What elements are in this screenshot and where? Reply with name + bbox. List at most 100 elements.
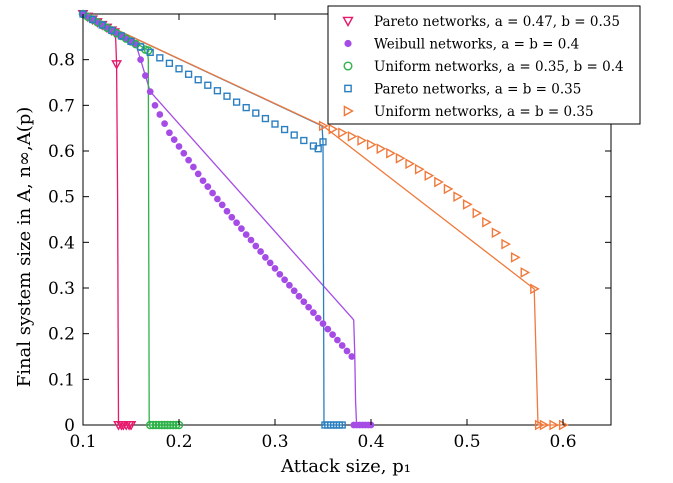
legend-marker-1 (342, 16, 354, 27)
data-point (252, 109, 260, 117)
data-point (343, 347, 351, 355)
data-point (185, 156, 192, 164)
data-point (549, 419, 560, 431)
data-point (156, 54, 164, 62)
y-tick-label: 0.5 (48, 188, 75, 208)
data-point (286, 281, 293, 289)
data-point (151, 101, 159, 109)
data-point (108, 26, 116, 35)
legend-label-2: Weibull networks, a = b = 0.4 (374, 37, 579, 53)
data-point (199, 177, 207, 185)
y-tick-label: 0.1 (48, 370, 75, 390)
data-point (281, 276, 288, 284)
series-line-3 (82, 13, 179, 426)
data-point (328, 123, 339, 135)
series-line-1 (82, 13, 131, 426)
data-point (156, 111, 164, 118)
data-point (462, 199, 473, 210)
data-point (414, 163, 425, 175)
data-point (111, 60, 122, 70)
data-point (357, 135, 368, 146)
legend-label-5: Uniform networks, a = b = 0.35 (374, 104, 594, 120)
data-point (324, 325, 332, 333)
y-tick-label: 0.2 (48, 325, 75, 345)
x-tick-label: 0.6 (549, 432, 576, 452)
data-point (238, 225, 245, 232)
data-point (271, 120, 279, 128)
data-point (395, 152, 406, 164)
legend-marker-3 (343, 61, 353, 71)
legend-label-1: Pareto networks, a = 0.47, b = 0.35 (374, 14, 620, 30)
data-point (434, 176, 444, 188)
data-point (305, 303, 312, 311)
data-point (534, 419, 545, 431)
data-point (184, 70, 193, 78)
data-point (310, 309, 317, 317)
data-point (166, 129, 173, 137)
data-point (424, 170, 435, 182)
data-point (376, 143, 387, 155)
data-point (491, 227, 502, 239)
data-point (180, 149, 188, 157)
data-point (175, 65, 183, 73)
data-point (257, 248, 264, 255)
data-point (405, 158, 416, 170)
data-point (348, 353, 356, 360)
data-point (318, 120, 329, 132)
y-axis-label: Final system size in A, n∞,A(p) (14, 107, 35, 388)
y-tick-label: 0.7 (48, 96, 75, 116)
series-markers (77, 9, 569, 431)
data-point (300, 136, 308, 145)
data-point (232, 98, 241, 106)
legend-marker-2 (344, 39, 352, 48)
data-point (151, 420, 161, 430)
data-point (347, 130, 358, 142)
data-point (295, 292, 303, 300)
legend-marker-5 (343, 105, 354, 117)
x-tick-label: 0.4 (357, 432, 384, 452)
data-point (338, 342, 346, 349)
data-point (472, 207, 483, 219)
data-point (482, 216, 492, 228)
series-line-4 (82, 13, 343, 426)
data-point (125, 420, 137, 431)
data-point (443, 183, 454, 195)
series-markers-1 (77, 9, 137, 431)
data-point (213, 87, 222, 95)
series-markers-5 (318, 120, 569, 431)
data-point (204, 183, 212, 190)
data-point (247, 236, 255, 244)
data-point (453, 191, 464, 203)
data-point (194, 76, 202, 84)
data-point (329, 331, 336, 338)
data-point (266, 259, 274, 267)
data-point (168, 420, 178, 430)
legend-marker-4 (344, 84, 352, 93)
data-point (127, 37, 135, 46)
data-point (338, 421, 346, 429)
data-point (136, 43, 145, 51)
legend-label-3: Uniform networks, a = 0.35, b = 0.4 (374, 59, 624, 75)
data-point (233, 219, 240, 227)
data-point (290, 131, 298, 139)
data-point (261, 114, 270, 123)
data-point (214, 195, 221, 203)
data-point (314, 145, 322, 153)
series-markers-4 (79, 10, 346, 429)
y-tick-label: 0.4 (48, 233, 75, 253)
y-tick-label: 0.3 (48, 279, 75, 299)
y-tick-label: 0 (64, 416, 75, 436)
data-point (190, 163, 197, 171)
data-point (530, 283, 540, 295)
data-point (271, 265, 279, 272)
series-markers-3 (78, 9, 184, 430)
data-point (148, 420, 158, 430)
data-point (539, 419, 550, 431)
data-point (334, 336, 341, 344)
axis-ticks: 0.1 0.2 0.3 0.4 0.5 0.600.10.20.30.40.50.60.7… (48, 14, 611, 452)
data-point (98, 21, 106, 29)
data-point (165, 59, 174, 67)
data-point (145, 420, 155, 430)
data-point (204, 81, 212, 89)
